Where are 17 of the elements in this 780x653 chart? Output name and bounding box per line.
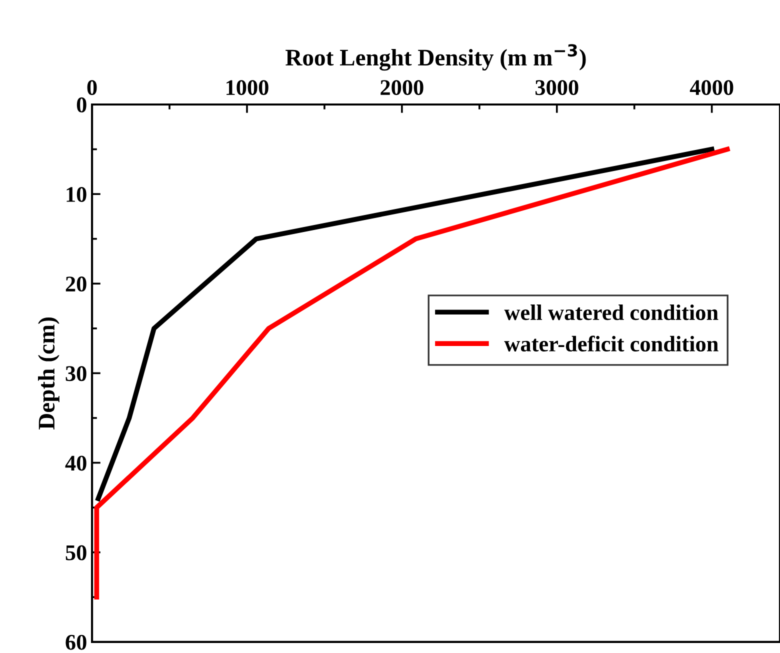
y-tick-label: 60 [66, 634, 86, 650]
y-axis-title: Depth (cm) [38, 318, 60, 430]
y-tick-label: 20 [66, 276, 86, 292]
y-tick-label: 10 [66, 186, 86, 202]
x-axis-title: Root Lenght Density (m m$^{−3}$) [286, 44, 586, 71]
x-tick-label: 1000 [226, 80, 268, 96]
x-tick-label: 3000 [535, 80, 578, 96]
line-series [94, 146, 730, 600]
y-tick-label: 0 [76, 97, 86, 112]
y-tick-label: 40 [65, 456, 86, 471]
legend-label: water-deficit condition [504, 336, 718, 352]
x-tick-label: 2000 [380, 80, 424, 96]
y-tick-label: 50 [66, 545, 86, 560]
x-tick-label: 0 [87, 80, 97, 96]
x-tick-label: 4000 [690, 80, 734, 96]
y-tick-label: 30 [66, 366, 86, 382]
legend-label: well watered condition [504, 304, 718, 320]
